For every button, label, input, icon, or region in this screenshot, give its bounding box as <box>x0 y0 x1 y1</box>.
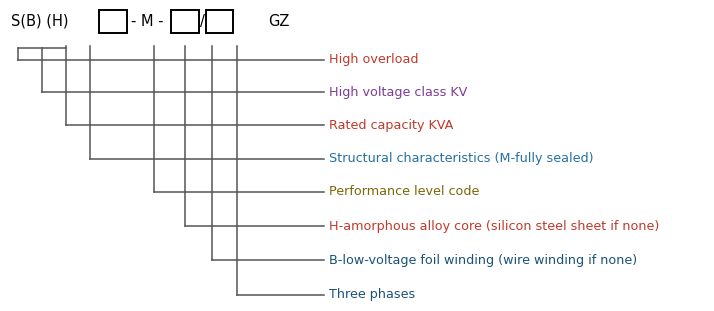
Text: S(B) (H): S(B) (H) <box>11 14 69 29</box>
Text: - M -: - M - <box>131 14 163 29</box>
Text: High overload: High overload <box>329 53 419 67</box>
Text: Three phases: Three phases <box>329 288 416 301</box>
Text: GZ: GZ <box>268 14 290 29</box>
Text: H-amorphous alloy core (silicon steel sheet if none): H-amorphous alloy core (silicon steel sh… <box>329 220 660 233</box>
Text: Structural characteristics (M-fully sealed): Structural characteristics (M-fully seal… <box>329 152 594 165</box>
Text: Performance level code: Performance level code <box>329 185 480 198</box>
Text: B-low-voltage foil winding (wire winding if none): B-low-voltage foil winding (wire winding… <box>329 254 638 267</box>
Bar <box>206 10 233 33</box>
Bar <box>171 10 199 33</box>
Bar <box>99 10 126 33</box>
Text: /: / <box>201 14 205 29</box>
Text: Rated capacity KVA: Rated capacity KVA <box>329 119 454 132</box>
Text: High voltage class KV: High voltage class KV <box>329 86 468 99</box>
